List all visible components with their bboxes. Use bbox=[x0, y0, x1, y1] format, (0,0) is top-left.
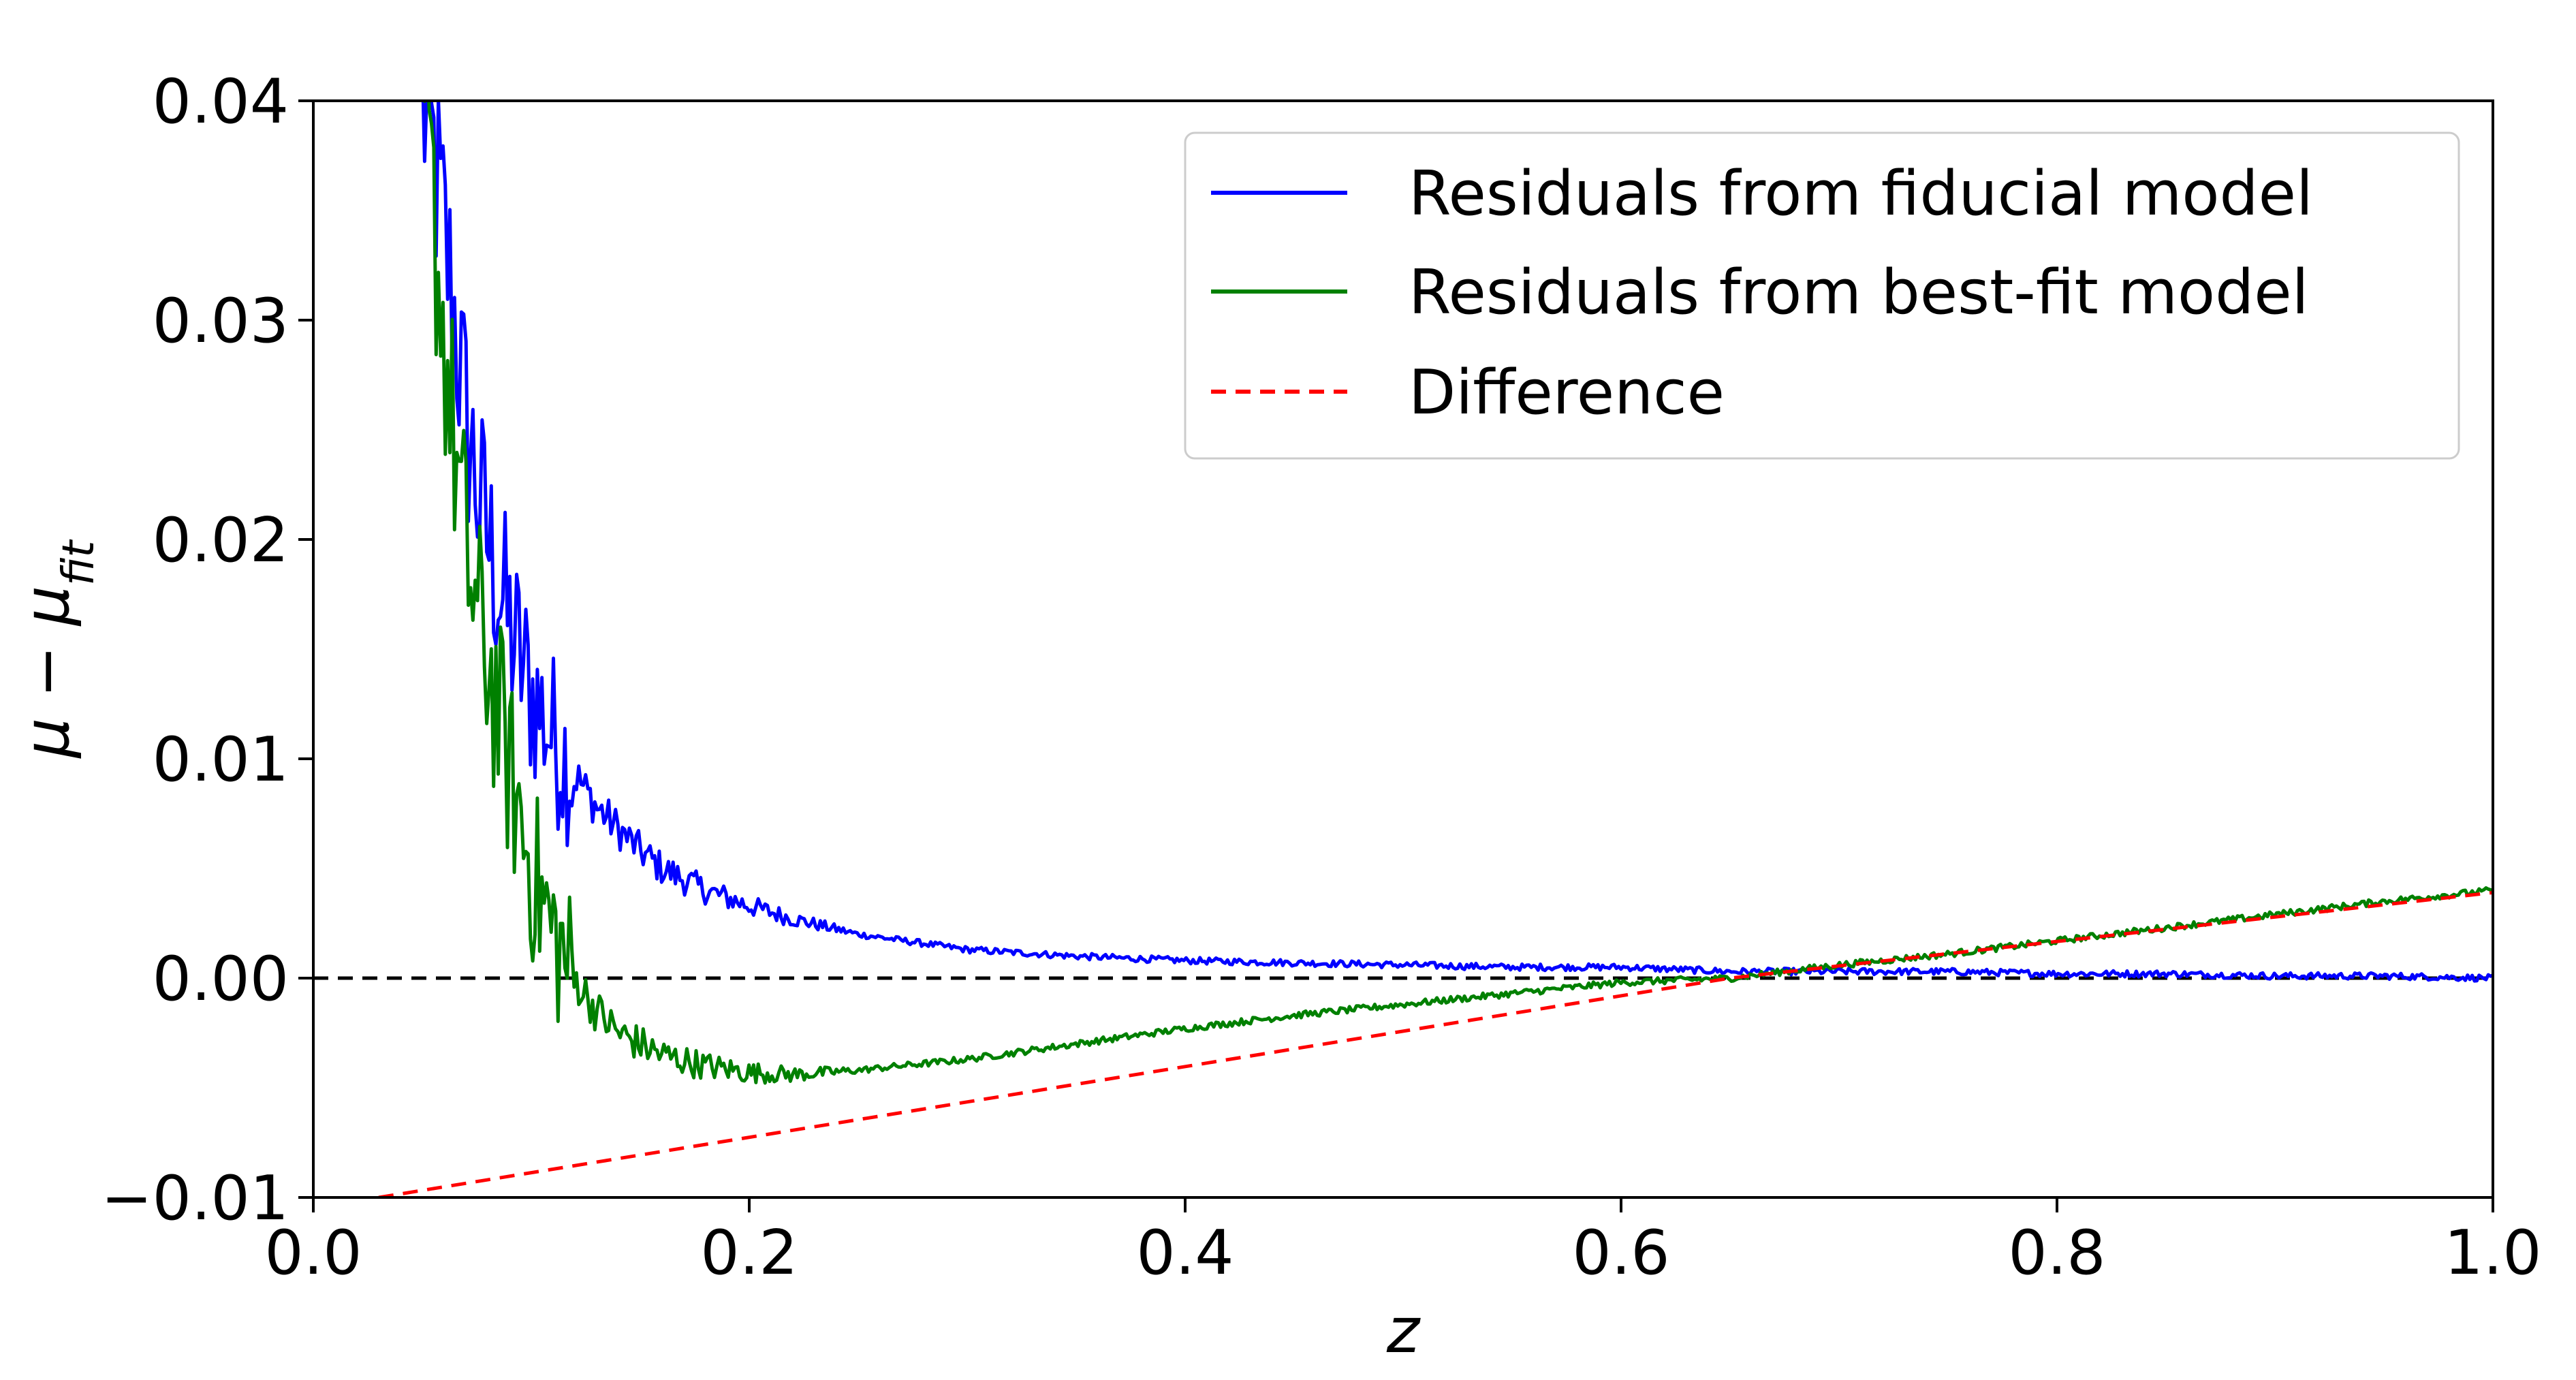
series-group bbox=[378, 101, 2493, 1197]
y-tick-label: 0.04 bbox=[153, 66, 289, 138]
legend-box bbox=[1184, 131, 2460, 460]
legend-label-fiducial: Residuals from fiducial model bbox=[1409, 158, 2313, 230]
x-tick-label: 0.4 bbox=[1136, 1217, 1234, 1289]
x-tick-label: 1.0 bbox=[2444, 1217, 2541, 1289]
x-axis: 0.0 0.2 0.4 0.6 0.8 1.0 bbox=[264, 1197, 2542, 1289]
x-tick-label: 0.8 bbox=[2008, 1217, 2105, 1289]
y-tick-label: 0.02 bbox=[153, 505, 289, 576]
y-axis-label: μ − μfit bbox=[10, 539, 104, 759]
y-axis-label-main: μ − μ bbox=[10, 586, 83, 759]
y-tick-label: 0.03 bbox=[153, 285, 289, 357]
y-tick-label: −0.01 bbox=[101, 1163, 289, 1234]
plot-frame bbox=[312, 99, 2494, 1199]
x-axis-label: z bbox=[1386, 1294, 1421, 1367]
y-axis: −0.01 0.00 0.01 0.02 0.03 0.04 bbox=[101, 66, 313, 1234]
series-line-1 bbox=[422, 101, 2493, 1085]
series-line-2 bbox=[378, 890, 2493, 1197]
x-tick-label: 0.6 bbox=[1572, 1217, 1669, 1289]
y-tick-label: 0.00 bbox=[153, 943, 289, 1015]
x-tick-label: 0.2 bbox=[700, 1217, 798, 1289]
legend-label-best-fit: Residuals from best-fit model bbox=[1409, 257, 2309, 328]
y-tick-label: 0.01 bbox=[153, 724, 289, 796]
legend-label-difference: Difference bbox=[1409, 357, 1725, 428]
series-line-0 bbox=[421, 101, 2493, 983]
y-axis-label-subscript: fit bbox=[54, 539, 104, 586]
x-tick-label: 0.0 bbox=[264, 1217, 362, 1289]
plot-area bbox=[313, 101, 2493, 1197]
legend: Residuals from fiducial model Residuals … bbox=[1184, 131, 2460, 460]
